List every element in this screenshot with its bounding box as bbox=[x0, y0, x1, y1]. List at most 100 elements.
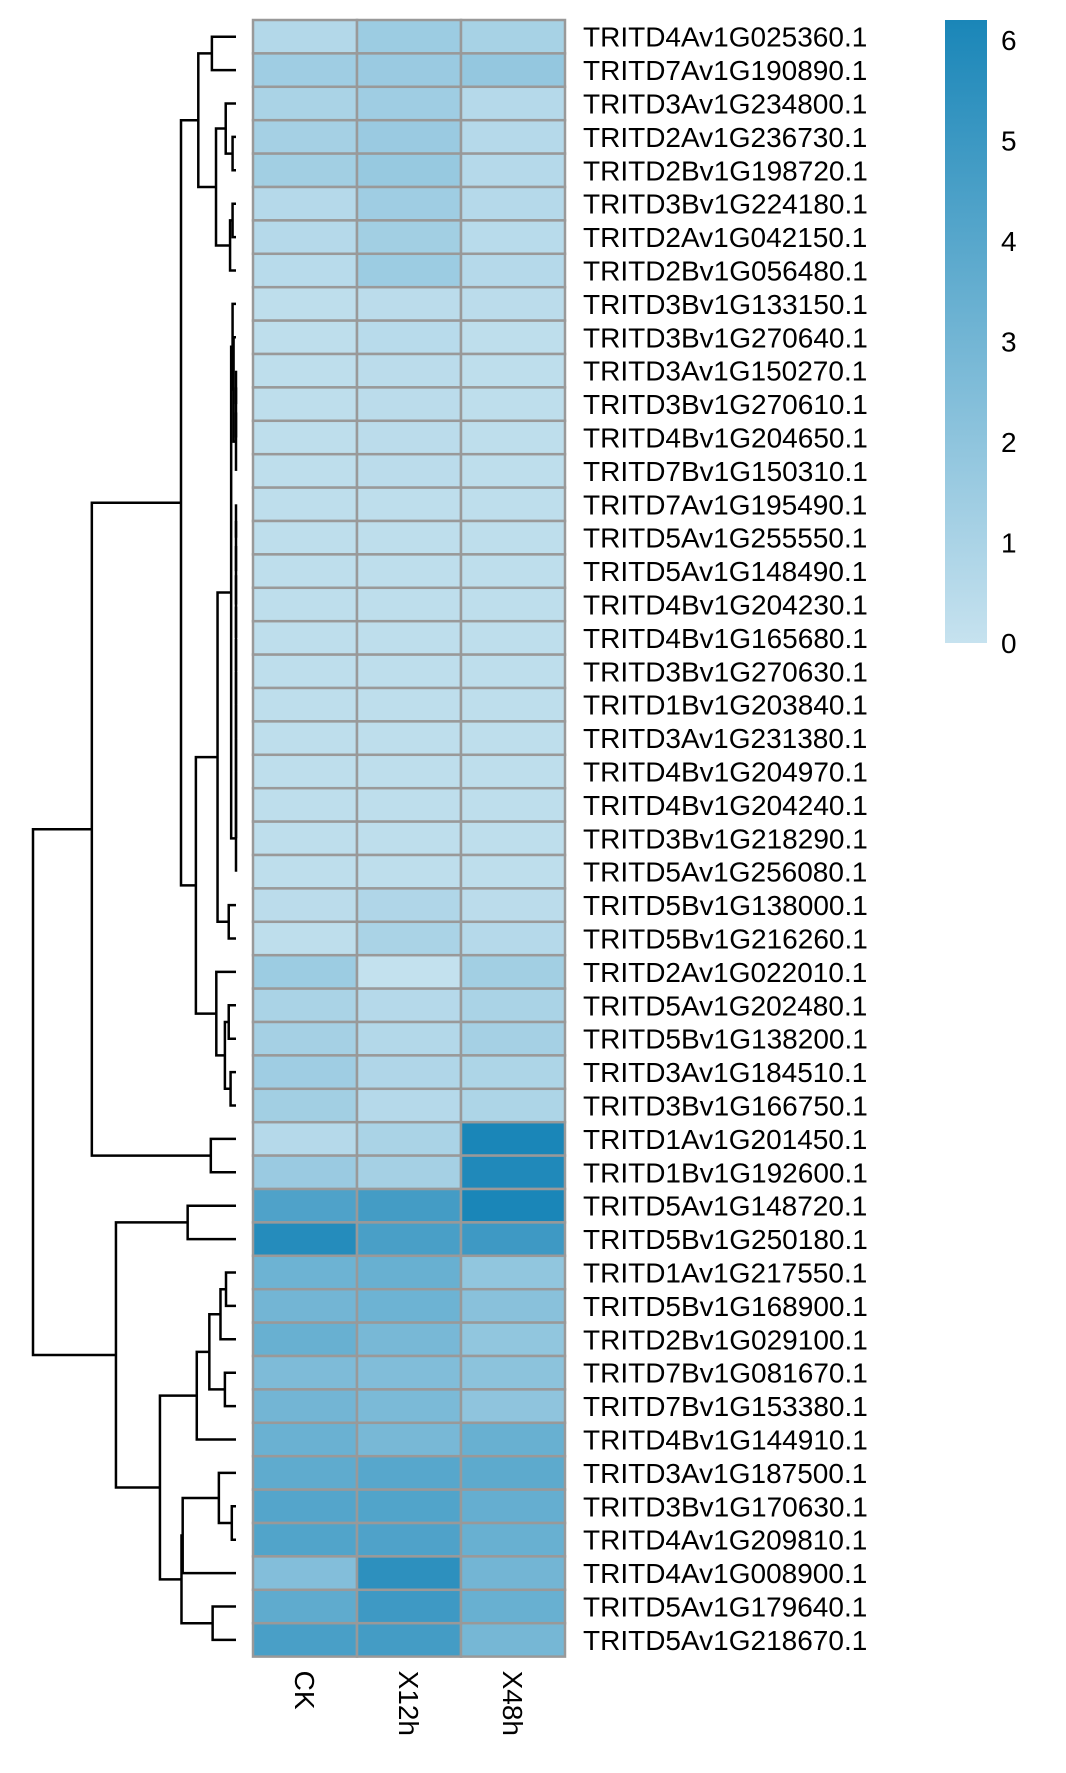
row-label: TRITD3Bv1G224180.1 bbox=[583, 189, 868, 220]
heatmap-cell bbox=[251, 219, 359, 256]
heatmap-cell bbox=[459, 1588, 567, 1625]
heatmap-cell bbox=[251, 1555, 359, 1592]
heatmap-cell bbox=[355, 1087, 463, 1124]
column-labels: CK X12h X48h bbox=[289, 1671, 528, 1736]
heatmap-cell bbox=[459, 1287, 567, 1324]
heatmap-cell bbox=[355, 953, 463, 990]
heatmap-cell bbox=[251, 1221, 359, 1258]
heatmap-cell bbox=[459, 152, 567, 189]
legend-tick-label: 1 bbox=[1001, 528, 1017, 559]
heatmap-cell bbox=[355, 486, 463, 523]
heatmap-cell bbox=[459, 52, 567, 89]
heatmap-cell bbox=[355, 118, 463, 155]
legend-tick-label: 2 bbox=[1001, 427, 1017, 458]
heatmap-cell bbox=[459, 619, 567, 656]
heatmap-cell bbox=[251, 1421, 359, 1458]
heatmap-cell bbox=[459, 920, 567, 957]
heatmap-cell bbox=[459, 1054, 567, 1091]
row-label: TRITD7Bv1G150310.1 bbox=[583, 456, 868, 487]
heatmap-cell bbox=[459, 486, 567, 523]
row-label: TRITD3Av1G231380.1 bbox=[583, 723, 867, 754]
heatmap-cell bbox=[459, 953, 567, 990]
heatmap-cell bbox=[355, 1488, 463, 1525]
row-label: TRITD7Bv1G081670.1 bbox=[583, 1358, 868, 1389]
row-label: TRITD2Av1G022010.1 bbox=[583, 957, 867, 988]
heatmap-cell bbox=[251, 52, 359, 89]
row-label: TRITD3Bv1G133150.1 bbox=[583, 289, 868, 320]
heatmap-cell bbox=[251, 419, 359, 456]
heatmap-cell bbox=[251, 1187, 359, 1224]
heatmap-cell bbox=[251, 185, 359, 222]
row-label: TRITD5Av1G148490.1 bbox=[583, 556, 867, 587]
row-label: TRITD4Av1G025360.1 bbox=[583, 22, 867, 53]
row-label: TRITD1Av1G201450.1 bbox=[583, 1124, 867, 1155]
heatmap-cell bbox=[355, 1120, 463, 1157]
dendrogram-branch bbox=[231, 202, 236, 239]
heatmap-cell bbox=[355, 853, 463, 890]
heatmap-cell bbox=[355, 1054, 463, 1091]
heatmap-cell bbox=[355, 1287, 463, 1324]
dendrogram-branch bbox=[230, 1505, 236, 1541]
heatmap-cell bbox=[355, 1388, 463, 1425]
heatmap-cell bbox=[459, 887, 567, 924]
heatmap-cell bbox=[355, 987, 463, 1024]
legend-color-bar bbox=[945, 20, 987, 643]
heatmap-cell bbox=[355, 686, 463, 723]
heatmap-cell bbox=[459, 586, 567, 623]
row-label: TRITD1Av1G217550.1 bbox=[583, 1258, 867, 1289]
heatmap-cell bbox=[459, 319, 567, 356]
heatmap-cell bbox=[355, 920, 463, 957]
column-label: CK bbox=[289, 1671, 320, 1710]
heatmap-cell bbox=[459, 686, 567, 723]
legend-tick-label: 6 bbox=[1001, 25, 1017, 56]
heatmap-cell bbox=[251, 1521, 359, 1558]
row-label: TRITD4Av1G209810.1 bbox=[583, 1525, 867, 1556]
heatmap-cell bbox=[355, 753, 463, 790]
heatmap-cell bbox=[459, 1154, 567, 1191]
row-label: TRITD3Bv1G166750.1 bbox=[583, 1091, 868, 1122]
heatmap-cell bbox=[355, 52, 463, 89]
heatmap-cell bbox=[355, 519, 463, 556]
heatmap-cell bbox=[355, 352, 463, 389]
row-label: TRITD3Bv1G270630.1 bbox=[583, 656, 868, 687]
row-dendrogram bbox=[31, 35, 238, 1642]
dendrogram-branch bbox=[197, 52, 217, 189]
row-label: TRITD2Bv1G056480.1 bbox=[583, 256, 868, 287]
heatmap-cell bbox=[459, 1388, 567, 1425]
dendrogram-branch bbox=[229, 1070, 236, 1107]
heatmap-cell bbox=[459, 987, 567, 1024]
heatmap-cell bbox=[459, 1254, 567, 1291]
heatmap-cell bbox=[251, 720, 359, 757]
heatmap-cell bbox=[459, 118, 567, 155]
heatmap-cell bbox=[355, 1421, 463, 1458]
legend-ticks: 0 1 2 3 4 5 6 bbox=[1001, 25, 1017, 659]
row-label: TRITD3Av1G150270.1 bbox=[583, 356, 867, 387]
row-label: TRITD5Av1G256080.1 bbox=[583, 857, 867, 888]
heatmap-cell bbox=[251, 753, 359, 790]
heatmap-cell bbox=[459, 1621, 567, 1658]
heatmap-cell bbox=[459, 1087, 567, 1124]
dendrogram-branch bbox=[211, 1605, 236, 1642]
row-label: TRITD5Bv1G168900.1 bbox=[583, 1291, 868, 1322]
heatmap-cell bbox=[459, 386, 567, 423]
heatmap-cell bbox=[251, 1020, 359, 1057]
dendrogram-branch bbox=[195, 1350, 236, 1441]
row-label: TRITD4Bv1G204240.1 bbox=[583, 790, 868, 821]
row-label: TRITD4Av1G008900.1 bbox=[583, 1558, 867, 1589]
dendrogram-branch bbox=[181, 1496, 236, 1575]
heatmap-cell bbox=[251, 319, 359, 356]
heatmap-cell bbox=[459, 786, 567, 823]
heatmap-cell bbox=[251, 586, 359, 623]
row-label: TRITD4Bv1G204230.1 bbox=[583, 590, 868, 621]
heatmap-cell bbox=[251, 619, 359, 656]
heatmap-cell bbox=[355, 820, 463, 857]
row-label: TRITD3Av1G187500.1 bbox=[583, 1458, 867, 1489]
row-label: TRITD2Bv1G029100.1 bbox=[583, 1324, 868, 1355]
heatmap-cell bbox=[355, 1187, 463, 1224]
heatmap-cell bbox=[459, 1187, 567, 1224]
heatmap-cell bbox=[251, 1321, 359, 1358]
dendrogram-branch bbox=[228, 219, 236, 272]
row-labels: TRITD4Av1G025360.1TRITD7Av1G190890.1TRIT… bbox=[583, 22, 868, 1656]
row-label: TRITD5Av1G218670.1 bbox=[583, 1625, 867, 1656]
heatmap-cell bbox=[251, 1588, 359, 1625]
